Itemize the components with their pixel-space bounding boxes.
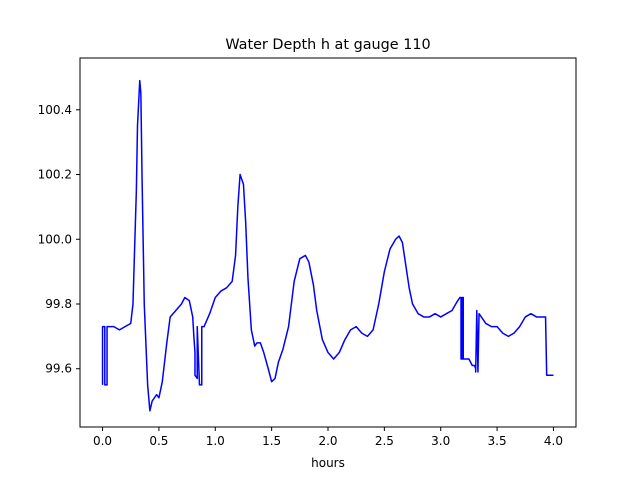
- x-tick-label: 0.5: [149, 434, 168, 448]
- x-tick-label: 3.5: [488, 434, 507, 448]
- x-axis: 0.0 0.5 1.0 1.5 2.0 2.5 3.0 3.5 4.0: [93, 427, 563, 448]
- x-tick-label: 4.0: [544, 434, 563, 448]
- x-tick-label: 2.0: [318, 434, 337, 448]
- x-tick-label: 0.0: [93, 434, 112, 448]
- axes-background: [80, 58, 576, 427]
- x-tick-label: 1.0: [206, 434, 225, 448]
- x-axis-label: hours: [311, 456, 345, 470]
- series-layer: [101, 79, 554, 412]
- x-tick-label: 3.0: [431, 434, 450, 448]
- plot-area: [79, 57, 577, 428]
- x-tick-label: 2.5: [375, 434, 394, 448]
- y-tick-label: 99.8: [45, 297, 72, 311]
- chart-title: Water Depth h at gauge 110: [225, 37, 430, 53]
- y-tick-label: 100.0: [38, 232, 72, 246]
- series-line: [101, 79, 554, 412]
- y-tick-label: 100.2: [38, 168, 72, 182]
- x-tick-label: 1.5: [262, 434, 281, 448]
- y-axis: 99.6 99.8 100.0 100.2 100.4: [38, 103, 80, 376]
- y-tick-label: 100.4: [38, 103, 72, 117]
- y-tick-label: 99.6: [45, 362, 72, 376]
